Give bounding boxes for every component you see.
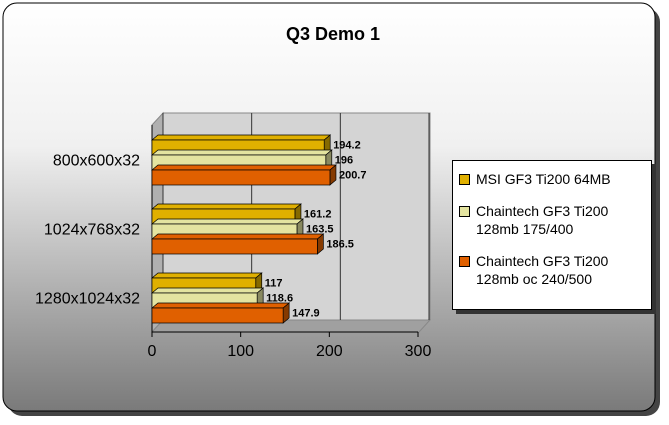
legend-swatch [459, 174, 470, 185]
x-tick-label: 0 [148, 343, 157, 360]
value-label: 194.2 [333, 139, 361, 151]
bar [151, 169, 331, 186]
value-label: 196 [335, 154, 353, 166]
bar-top [151, 233, 325, 240]
bar [151, 238, 318, 255]
bar-top [151, 134, 332, 141]
bar-top [151, 164, 337, 171]
legend: MSI GF3 Ti200 64MB Chaintech GF3 Ti200 12… [452, 160, 652, 310]
legend-item: MSI GF3 Ti200 64MB [457, 170, 647, 188]
legend-item: Chaintech GF3 Ti200 128mb oc 240/500 [457, 252, 647, 288]
value-label: 163.5 [306, 223, 334, 235]
bar-top [151, 149, 333, 156]
value-label: 147.9 [292, 307, 320, 319]
y-tick-label: 800x600x32 [53, 153, 140, 170]
x-tick-label: 200 [316, 343, 343, 360]
value-label: 117 [265, 277, 283, 289]
bar-top [151, 203, 302, 210]
bar-top [151, 218, 304, 225]
y-tick-label: 1280x1024x32 [35, 291, 140, 308]
legend-swatch [459, 256, 470, 267]
x-tick-label: 100 [227, 343, 254, 360]
legend-label: MSI GF3 Ti200 64MB [476, 171, 611, 187]
legend-label: Chaintech GF3 Ti200 128mb 175/400 [476, 203, 609, 237]
x-tick-label: 300 [405, 343, 432, 360]
legend-item: Chaintech GF3 Ti200 128mb 175/400 [457, 202, 647, 238]
legend-label: Chaintech GF3 Ti200 128mb oc 240/500 [476, 253, 609, 287]
bar-top [151, 272, 263, 279]
bar-top [151, 302, 291, 309]
bar-top [151, 287, 265, 294]
value-label: 161.2 [304, 208, 332, 220]
value-label: 118.6 [266, 292, 293, 304]
y-tick-label: 1024x768x32 [44, 222, 140, 239]
chart-title: Q3 Demo 1 [286, 24, 380, 44]
value-label: 200.7 [339, 169, 367, 181]
bar [151, 307, 284, 324]
legend-swatch [459, 206, 470, 217]
value-label: 186.5 [326, 238, 354, 250]
